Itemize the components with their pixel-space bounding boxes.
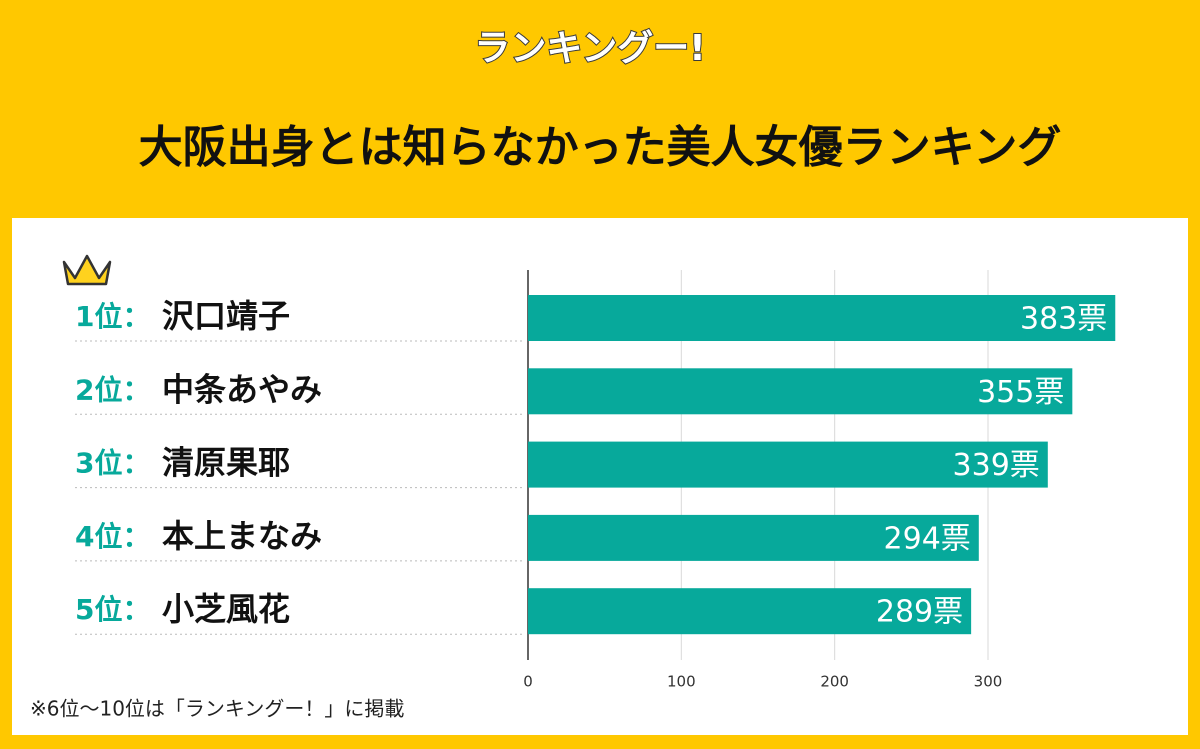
y-tick-label: 小芝風花	[162, 590, 290, 628]
bar	[528, 588, 972, 635]
bar	[528, 368, 1073, 415]
bar	[528, 441, 1048, 488]
rank-label: 2位：	[75, 373, 150, 406]
value-label: 355票	[977, 375, 1064, 410]
y-tick-label: 清原果耶	[162, 444, 290, 482]
value-label: 289票	[876, 595, 963, 630]
y-tick-label: 沢口靖子	[162, 297, 290, 335]
x-tick-label: 200	[820, 673, 849, 691]
x-tick-label: 0	[523, 673, 533, 691]
crown-icon	[62, 254, 112, 286]
footnote: ※6位～10位は「ランキングー！」に掲載	[30, 697, 404, 721]
chart-title: 大阪出身とは知らなかった美人女優ランキング	[139, 122, 1062, 173]
x-tick-label: 300	[974, 673, 1003, 691]
rank-label: 3位：	[75, 447, 150, 480]
value-label: 383票	[1020, 302, 1107, 337]
value-label: 294票	[884, 521, 971, 556]
x-tick-label: 100	[667, 673, 696, 691]
rank-label: 4位：	[75, 520, 150, 553]
bar	[528, 295, 1116, 341]
y-tick-label: 中条あやみ	[162, 370, 322, 408]
rank-label: 1位：	[75, 300, 150, 333]
logo: ランキングー!	[474, 28, 705, 69]
bar	[528, 514, 979, 561]
rank-label: 5位：	[75, 593, 150, 626]
value-label: 339票	[953, 448, 1040, 483]
y-tick-label: 本上まなみ	[162, 517, 322, 555]
